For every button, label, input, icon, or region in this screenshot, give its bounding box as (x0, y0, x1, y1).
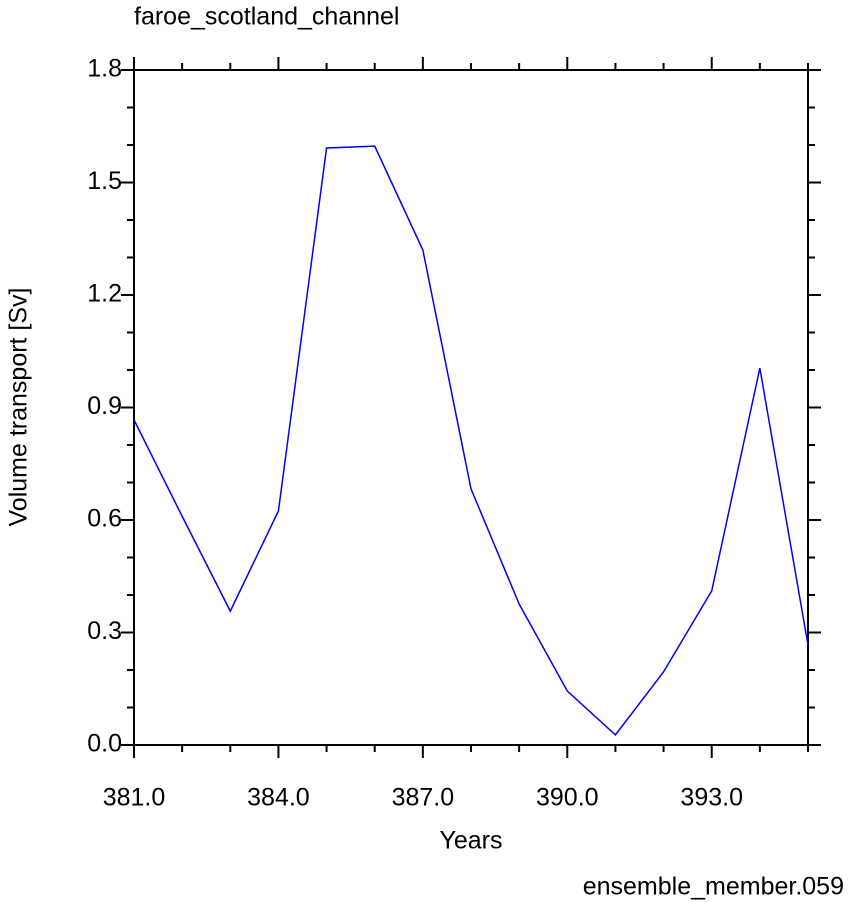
y-tick-label: 0.0 (87, 730, 122, 758)
plot-frame (133, 69, 809, 746)
x-axis-label: Years (439, 827, 502, 855)
x-tick-label: 387.0 (392, 784, 455, 812)
chart-title: faroe_scotland_channel (134, 3, 399, 31)
x-tick-label: 390.0 (536, 784, 599, 812)
y-tick-label: 1.8 (87, 55, 122, 83)
x-tick-label: 381.0 (103, 784, 166, 812)
y-tick-label: 0.6 (87, 505, 122, 533)
x-tick-label: 384.0 (247, 784, 310, 812)
x-tick-label: 393.0 (680, 784, 743, 812)
y-axis-label: Volume transport [Sv] (5, 287, 33, 526)
y-tick-label: 0.3 (87, 617, 122, 645)
data-line (133, 145, 809, 736)
y-tick-label: 0.9 (87, 392, 122, 420)
y-tick-label: 1.2 (87, 280, 122, 308)
y-tick-label: 1.5 (87, 167, 122, 195)
annotation: ensemble_member.059 (583, 873, 844, 901)
